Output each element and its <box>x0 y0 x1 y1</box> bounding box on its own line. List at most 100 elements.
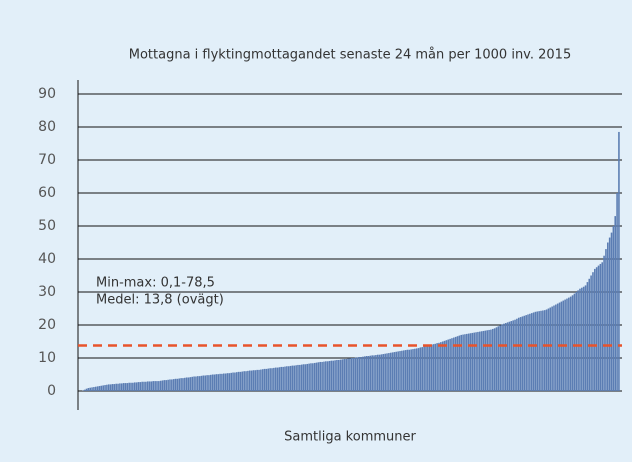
bar <box>163 380 166 391</box>
bar <box>525 315 527 391</box>
bar <box>549 307 552 391</box>
bar <box>458 335 461 391</box>
bar <box>521 316 524 391</box>
bar <box>107 384 110 391</box>
bar <box>482 330 485 391</box>
bar <box>594 268 596 391</box>
bar <box>534 311 537 391</box>
bar <box>165 380 168 391</box>
y-tick-label: 80 <box>38 119 56 135</box>
bar <box>232 372 234 391</box>
bar <box>343 358 346 391</box>
bar <box>94 386 97 391</box>
bar <box>608 237 611 391</box>
bar <box>466 333 468 391</box>
bar <box>365 356 368 391</box>
y-tick-label: 60 <box>38 185 56 201</box>
bar <box>221 373 223 391</box>
bar <box>252 370 255 391</box>
bar <box>605 249 607 391</box>
bar <box>113 384 116 391</box>
bar <box>378 354 381 391</box>
bar <box>295 365 297 391</box>
bar <box>506 322 509 391</box>
bar <box>369 355 372 391</box>
y-tick-label: 90 <box>38 86 56 102</box>
bar <box>473 332 476 391</box>
bar <box>304 364 307 391</box>
bar <box>553 305 555 391</box>
bar <box>174 378 177 391</box>
bar <box>167 379 169 391</box>
bar <box>503 323 505 391</box>
bar <box>169 379 171 391</box>
bar <box>235 372 238 391</box>
bar <box>159 380 162 391</box>
bar <box>588 278 591 391</box>
bar <box>334 360 336 391</box>
bar <box>328 360 331 391</box>
bar <box>573 293 576 391</box>
bar <box>469 333 472 391</box>
bar <box>85 388 88 391</box>
bar <box>202 375 205 391</box>
bar <box>237 371 240 391</box>
bar <box>111 384 114 391</box>
bar <box>91 387 93 391</box>
bar <box>132 382 134 391</box>
bar <box>247 370 249 391</box>
bar <box>96 386 99 391</box>
bar <box>477 331 479 391</box>
bar <box>260 369 262 391</box>
bar <box>256 369 258 391</box>
bar <box>351 358 353 391</box>
bar <box>447 339 450 391</box>
bar <box>219 373 221 391</box>
bar <box>601 262 604 391</box>
bar <box>441 341 444 391</box>
bar <box>282 366 284 391</box>
bar <box>150 381 153 391</box>
bar <box>271 368 273 391</box>
y-tick-label: 50 <box>38 218 56 234</box>
bar <box>454 336 457 391</box>
bar <box>425 346 427 391</box>
bar <box>497 326 500 391</box>
bar <box>373 355 375 391</box>
bar <box>171 379 173 391</box>
bar <box>453 337 455 391</box>
bar <box>154 381 156 391</box>
bar <box>393 352 396 391</box>
bar <box>345 358 348 391</box>
bar <box>158 381 160 391</box>
bar <box>300 364 303 391</box>
bar <box>402 350 405 391</box>
bar <box>464 334 466 391</box>
bar <box>595 267 598 391</box>
bar <box>434 343 437 391</box>
bar <box>156 381 158 391</box>
bar <box>421 347 424 391</box>
bar <box>376 354 379 391</box>
bar <box>603 255 605 391</box>
bar <box>339 359 342 391</box>
bar <box>293 365 296 391</box>
bar <box>102 385 104 391</box>
bar <box>545 309 548 391</box>
bar <box>117 383 119 391</box>
bar <box>89 387 91 391</box>
bar <box>224 373 227 391</box>
bar <box>109 384 112 391</box>
bar <box>204 375 207 391</box>
bar <box>530 313 533 391</box>
bar <box>456 336 459 391</box>
bar <box>137 382 140 391</box>
bar <box>428 345 431 391</box>
bar <box>582 286 585 391</box>
bar <box>362 356 364 391</box>
bar <box>410 349 412 391</box>
bar <box>391 352 394 391</box>
bar <box>371 355 373 391</box>
y-tick-label: 10 <box>38 350 56 366</box>
bar <box>430 344 433 391</box>
